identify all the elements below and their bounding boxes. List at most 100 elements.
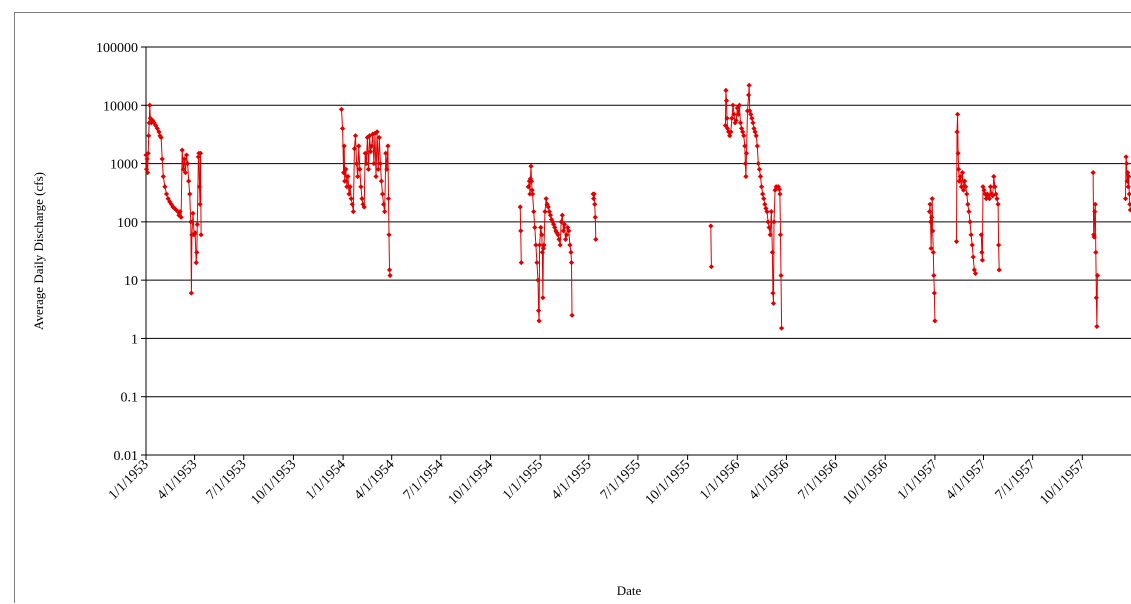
data-point: [360, 201, 366, 207]
data-point: [180, 166, 186, 172]
data-point: [986, 196, 993, 202]
data-point: [373, 173, 379, 180]
data-point: [978, 232, 984, 238]
data-point: [747, 108, 753, 114]
data-point: [539, 249, 545, 255]
data-point: [525, 184, 531, 190]
data-point: [158, 134, 164, 141]
data-point: [533, 242, 539, 248]
data-point: [954, 129, 960, 135]
data-point: [724, 115, 730, 121]
data-point: [362, 150, 368, 156]
data-point: [369, 143, 375, 149]
data-point: [958, 184, 964, 190]
y-tick-label: 100: [117, 216, 138, 231]
data-point: [1126, 173, 1131, 180]
data-point: [728, 129, 734, 135]
data-point: [956, 178, 962, 184]
data-point: [1127, 207, 1131, 213]
data-point: [743, 173, 749, 180]
data-point: [963, 184, 969, 190]
data-point: [956, 166, 962, 172]
x-tick-label: 1/1/1956: [697, 457, 743, 503]
data-point: [991, 173, 997, 180]
data-point: [972, 270, 979, 277]
data-point: [528, 178, 535, 184]
data-point: [591, 196, 597, 202]
data-point: [350, 208, 356, 215]
data-point: [763, 205, 769, 212]
x-tick-label: 10/1/1953: [248, 457, 299, 508]
data-point: [385, 196, 392, 202]
data-point: [748, 111, 754, 117]
data-point: [931, 272, 937, 279]
data-point: [1090, 170, 1096, 176]
x-tick-label: 4/1/1955: [549, 457, 595, 503]
data-point: [536, 318, 542, 324]
data-point: [768, 208, 774, 215]
data-point: [743, 150, 750, 156]
data-point: [186, 178, 192, 184]
data-point: [1094, 323, 1100, 330]
data-point: [357, 166, 363, 172]
data-point: [1124, 160, 1130, 167]
data-point: [954, 111, 961, 117]
data-point: [778, 325, 785, 331]
data-point: [341, 170, 347, 176]
data-point: [351, 146, 358, 152]
x-tick-label: 10/1/1957: [1037, 457, 1088, 508]
data-point: [371, 160, 377, 167]
data-point: [736, 102, 743, 108]
data-point: [756, 166, 763, 172]
data-point: [531, 208, 537, 215]
data-point: [953, 238, 960, 245]
data-point: [1122, 196, 1129, 202]
data-point: [708, 264, 714, 270]
data-point: [359, 196, 365, 202]
data-point: [380, 201, 387, 207]
data-point: [762, 201, 768, 207]
x-tick-label: 10/1/1954: [446, 457, 497, 508]
x-tick-label: 10/1/1955: [643, 457, 694, 508]
data-point: [197, 150, 204, 156]
data-point: [379, 191, 386, 197]
data-point: [761, 196, 767, 202]
data-point: [194, 249, 200, 255]
data-point: [147, 102, 153, 108]
data-point: [348, 196, 354, 202]
data-point: [361, 204, 367, 210]
data-point: [567, 242, 573, 248]
data-point: [534, 259, 540, 266]
data-point: [378, 178, 385, 184]
data-point: [374, 129, 380, 135]
data-point: [1093, 295, 1099, 301]
data-point: [1123, 154, 1129, 160]
data-point: [778, 272, 784, 279]
data-point: [532, 224, 538, 231]
data-point: [987, 184, 994, 190]
data-point: [754, 143, 760, 149]
x-tick-label: 1/1/1954: [303, 457, 349, 503]
data-point: [358, 184, 364, 190]
y-tick-labels: 100000 10000 1000 100 10 1 0.1 0.01: [96, 41, 138, 464]
data-point: [194, 221, 200, 228]
data-point: [724, 125, 731, 132]
data-point: [750, 120, 756, 126]
x-tick-label: 7/1/1956: [796, 457, 842, 503]
data-point: [746, 82, 752, 88]
chart-frame: 100000 10000 1000 100 10 1 0.1 0.01 1/1/1953 4/1…: [14, 12, 1131, 603]
x-tick-label: 1/1/1957: [895, 457, 941, 503]
data-point: [540, 245, 547, 252]
data-point: [591, 191, 597, 197]
data-point: [356, 143, 362, 149]
data-point: [737, 120, 744, 126]
data-point: [377, 160, 383, 167]
data-point: [541, 242, 547, 248]
data-point: [742, 143, 748, 149]
data-point: [162, 184, 168, 190]
data-point: [353, 160, 360, 167]
data-point: [368, 149, 374, 155]
data-point: [188, 290, 194, 296]
data-point: [547, 212, 554, 218]
data-point: [188, 219, 194, 225]
